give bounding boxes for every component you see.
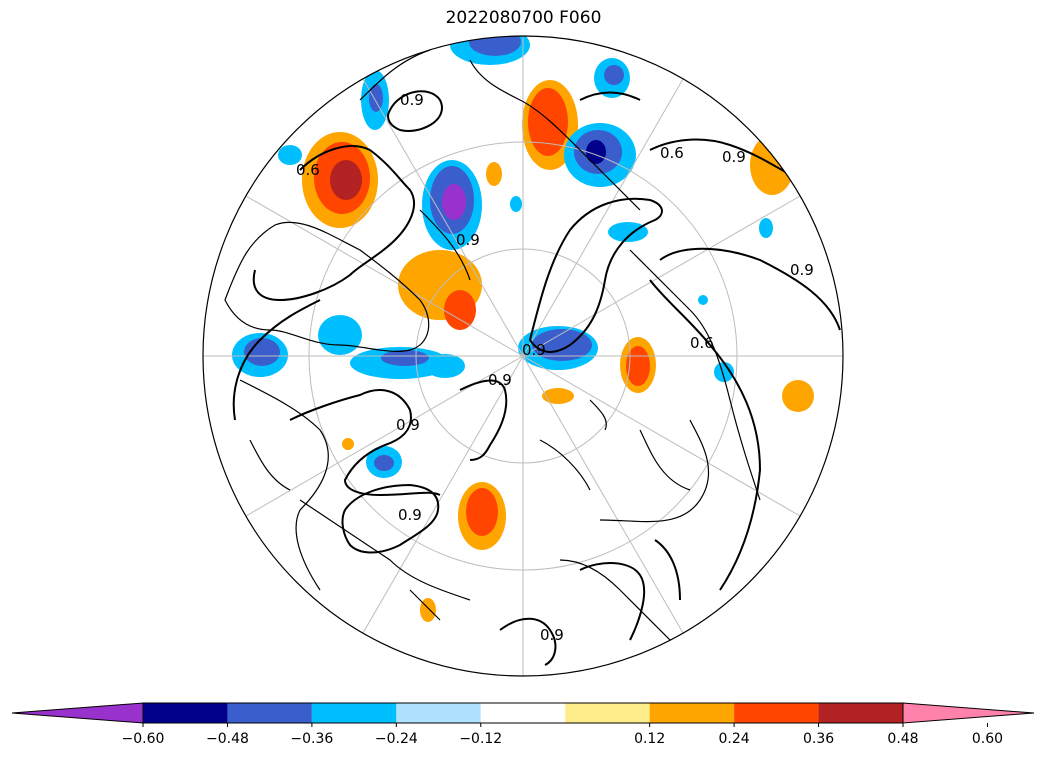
anomaly-blob	[232, 333, 288, 377]
colorbar-extend-high	[902, 702, 1035, 724]
colorbar: −0.60 −0.48 −0.36 −0.24 −0.12 0.12 0.24 0.36 0.4…	[11, 702, 1035, 747]
anomaly-blob	[782, 380, 814, 412]
colorbar-tick-label: −0.48	[206, 731, 249, 747]
anomaly-blob	[608, 222, 648, 242]
colorbar-tick-label: −0.60	[122, 731, 165, 747]
colorbar-swatch	[480, 703, 566, 723]
contour-label: 0.9	[488, 371, 512, 389]
anomaly-blob	[278, 145, 302, 165]
anomaly-blob	[450, 36, 530, 65]
contour-label: 0.9	[722, 148, 746, 166]
anomaly-blob	[302, 132, 378, 228]
anomaly-blob	[714, 362, 734, 382]
anomaly-blob	[620, 337, 656, 393]
contour-label: 0.9	[522, 341, 546, 359]
colorbar-swatch	[143, 703, 228, 723]
colorbar-tick-label: 0.60	[972, 731, 1003, 747]
contour-label: 0.6	[296, 161, 320, 179]
colorbar-extend-low	[11, 702, 144, 724]
colorbar-tick-label: 0.12	[634, 731, 665, 747]
colorbar-swatch	[818, 703, 903, 723]
contour-labels: 0.9 0.6 0.9 0.6 0.9 0.9 0.6 0.9 0.9 0.9 …	[296, 91, 814, 644]
colorbar-tick-label: −0.12	[459, 731, 502, 747]
colorbar-tick-label: 0.48	[887, 731, 918, 747]
anomaly-blob	[759, 218, 773, 238]
contour-label: 0.9	[456, 231, 480, 249]
coastlines	[224, 49, 761, 651]
colorbar-tick-label: −0.36	[290, 731, 333, 747]
colorbar-swatch	[734, 703, 819, 723]
anomaly-blob	[342, 162, 708, 622]
colorbar-tick-label: 0.36	[803, 731, 834, 747]
colorbar-tick-label: 0.24	[719, 731, 750, 747]
colorbar-swatches	[11, 702, 1035, 724]
anomaly-blob	[542, 388, 574, 404]
polar-map: 0.9 0.6 0.9 0.6 0.9 0.9 0.6 0.9 0.9 0.9 …	[202, 35, 844, 677]
contour-label: 0.6	[690, 334, 714, 352]
map-interior: 0.9 0.6 0.9 0.6 0.9 0.9 0.6 0.9 0.9 0.9 …	[203, 36, 843, 676]
colorbar-swatch	[649, 703, 735, 723]
anomaly-blob	[522, 80, 578, 170]
colorbar-swatch	[311, 703, 397, 723]
contour-label: 0.9	[396, 416, 420, 434]
map-boundary	[202, 35, 844, 677]
contour-lines	[232, 90, 841, 666]
anomaly-blob	[594, 58, 630, 98]
anomaly-blob	[398, 250, 482, 330]
colorbar-tick-label: −0.24	[375, 731, 418, 747]
contour-label: 0.9	[540, 626, 564, 644]
anomaly-blob	[366, 446, 402, 478]
anomaly-fills	[232, 36, 814, 622]
contour-label: 0.6	[660, 144, 684, 162]
map-title: 2022080700 F060	[445, 8, 602, 28]
contour-label: 0.9	[398, 506, 422, 524]
colorbar-swatch	[396, 703, 481, 723]
colorbar-swatch	[227, 703, 312, 723]
contour-label: 0.9	[400, 91, 424, 109]
anomaly-blob	[564, 123, 636, 187]
anomaly-blob	[458, 482, 506, 550]
colorbar-swatch	[565, 703, 650, 723]
anomaly-blob	[318, 315, 465, 379]
colorbar-frame	[142, 702, 904, 724]
colorbar-ticks: −0.60 −0.48 −0.36 −0.24 −0.12 0.12 0.24 0.36 0.4…	[122, 723, 1003, 747]
contour-label: 0.9	[790, 261, 814, 279]
